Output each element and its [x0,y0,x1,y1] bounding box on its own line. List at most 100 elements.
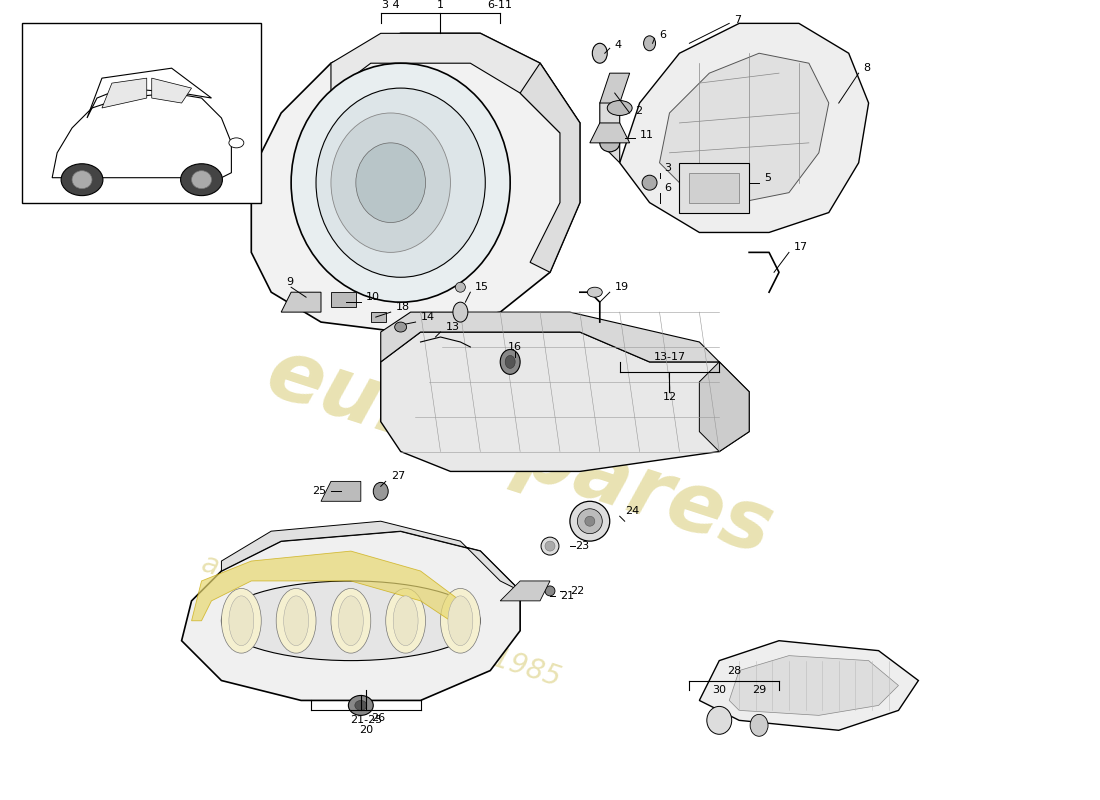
Text: 3 4: 3 4 [382,1,399,10]
Text: 13-17: 13-17 [653,352,685,362]
Text: 27: 27 [390,471,405,482]
Ellipse shape [642,175,657,190]
Ellipse shape [284,596,308,646]
Polygon shape [619,23,869,233]
Ellipse shape [644,36,656,50]
Ellipse shape [331,589,371,653]
Text: 6-11: 6-11 [487,1,513,10]
Text: 18: 18 [396,302,410,312]
Polygon shape [52,93,231,178]
Text: 4: 4 [615,40,622,50]
Ellipse shape [349,695,373,715]
Ellipse shape [544,586,556,596]
Text: 19: 19 [615,282,629,292]
Ellipse shape [373,482,388,500]
Ellipse shape [750,714,768,736]
Polygon shape [282,292,321,312]
Ellipse shape [395,322,407,332]
Text: 25: 25 [311,486,326,496]
Ellipse shape [229,596,254,646]
Text: 5: 5 [764,173,771,182]
Polygon shape [182,531,520,701]
Text: 21: 21 [560,591,574,601]
Ellipse shape [455,282,465,292]
Bar [680,162,749,213]
Text: 29: 29 [752,686,767,695]
Text: 6: 6 [664,182,671,193]
Ellipse shape [292,63,510,302]
Polygon shape [729,656,899,715]
Ellipse shape [386,589,426,653]
Text: eurospares: eurospares [257,331,783,571]
Text: 2: 2 [635,106,641,116]
Polygon shape [500,581,550,601]
Ellipse shape [331,113,450,252]
Polygon shape [251,34,580,332]
Polygon shape [700,362,749,451]
Polygon shape [600,83,619,162]
Ellipse shape [221,581,481,661]
Text: 6: 6 [660,30,667,40]
Text: 28: 28 [727,666,741,675]
Ellipse shape [707,706,732,734]
Text: 30: 30 [713,686,726,695]
Ellipse shape [221,589,262,653]
Ellipse shape [180,164,222,196]
Text: 9: 9 [286,278,294,287]
Text: 12: 12 [662,392,676,402]
Ellipse shape [570,502,609,541]
Ellipse shape [607,101,632,115]
Ellipse shape [600,134,619,152]
Ellipse shape [592,43,607,63]
Bar [690,173,739,202]
Text: 24: 24 [625,506,639,516]
Text: 10: 10 [366,292,379,302]
Bar [22,23,262,202]
Text: 14: 14 [420,312,434,322]
Ellipse shape [355,701,366,710]
Ellipse shape [544,541,556,551]
Bar [371,312,386,322]
Polygon shape [191,551,461,621]
Polygon shape [700,641,918,730]
Text: 20: 20 [359,726,373,735]
Ellipse shape [73,170,92,189]
Ellipse shape [587,287,603,297]
Polygon shape [381,312,719,362]
Ellipse shape [500,350,520,374]
Polygon shape [331,34,580,133]
Ellipse shape [339,596,363,646]
Text: 13: 13 [446,322,460,332]
Ellipse shape [316,88,485,278]
Ellipse shape [578,509,603,534]
Text: 11: 11 [639,130,653,140]
Ellipse shape [276,589,316,653]
Ellipse shape [505,355,515,368]
Polygon shape [520,63,580,272]
Text: 16: 16 [508,342,522,352]
Ellipse shape [191,170,211,189]
Ellipse shape [440,589,481,653]
Text: 15: 15 [475,282,490,292]
Text: 1: 1 [437,1,444,10]
Ellipse shape [541,537,559,555]
Text: 3: 3 [664,162,671,173]
Text: 26: 26 [371,714,385,723]
Text: 7: 7 [734,15,741,26]
Polygon shape [87,68,211,118]
Ellipse shape [393,596,418,646]
Text: 21-25: 21-25 [350,715,382,726]
Polygon shape [600,73,629,103]
Ellipse shape [229,138,244,148]
Text: 22: 22 [570,586,584,596]
Ellipse shape [355,143,426,222]
Polygon shape [381,332,749,471]
Ellipse shape [453,302,468,322]
Polygon shape [321,482,361,502]
Ellipse shape [62,164,103,196]
Text: a premier parts since 1985: a premier parts since 1985 [198,550,564,692]
Polygon shape [152,78,191,103]
Polygon shape [590,123,629,143]
Text: 8: 8 [864,63,871,73]
Ellipse shape [448,596,473,646]
